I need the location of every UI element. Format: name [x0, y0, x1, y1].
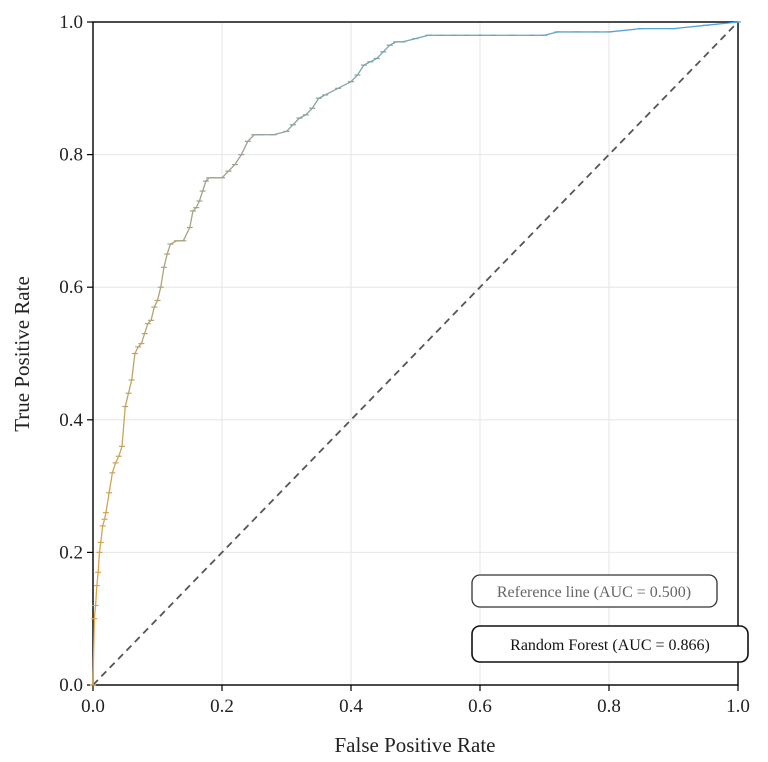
roc-curve-segment [350, 74, 358, 83]
roc-curve-segment [202, 180, 207, 192]
roc-curve-segment [673, 24, 706, 30]
y-tick-label: 0.8 [59, 145, 83, 166]
roc-curve-segment [98, 542, 102, 553]
reference-line-layer [92, 21, 739, 686]
roc-curve-segment [103, 512, 107, 520]
roc-curve-segment [143, 323, 149, 334]
roc-points-layer [90, 21, 741, 686]
roc-curve-segment [189, 210, 194, 228]
roc-curve-segment [286, 124, 294, 132]
roc-curve-segment [163, 253, 168, 268]
roc-curve-segment [311, 97, 320, 109]
legend-random-forest: Random Forest (AUC = 0.866) [471, 625, 749, 663]
roc-curve-segment [92, 618, 95, 686]
roc-curve-segment [140, 333, 146, 344]
roc-curve-segment [114, 455, 120, 464]
legend-random-forest-box [471, 625, 749, 663]
roc-curve-segment [121, 406, 126, 447]
roc-curve-segment [376, 51, 384, 59]
roc-curve-segment [150, 306, 155, 321]
roc-curve-segment [111, 462, 117, 474]
roc-curve-segment [96, 572, 99, 586]
roc-curve-segment [324, 87, 339, 96]
y-axis-label: True Positive Rate [10, 276, 34, 432]
y-tick-label: 0.6 [59, 277, 83, 298]
y-tick-label: 0.2 [59, 542, 83, 563]
roc-curve-segment [108, 472, 113, 493]
roc-curve-segment [608, 27, 642, 33]
roc-curve-segment [105, 492, 110, 513]
roc-curve-segment [166, 243, 172, 255]
roc-curve-segment [131, 353, 136, 381]
roc-curve-segment [234, 154, 242, 165]
roc-curve-segment [100, 525, 104, 543]
roc-curve-segment [160, 267, 165, 288]
roc-curve-segment [94, 585, 98, 606]
legend-reference: Reference line (AUC = 0.500) [471, 574, 718, 608]
roc-curve-segment [182, 227, 191, 242]
roc-curve-segment [292, 117, 300, 126]
roc-curve-segment [102, 519, 106, 527]
roc-curve-segment [221, 170, 229, 179]
roc-curve-segment [305, 107, 313, 116]
x-axis-label: False Positive Rate [335, 733, 496, 757]
legend-random-forest-label: Random Forest (AUC = 0.866) [510, 637, 710, 654]
roc-curve-segment [240, 141, 249, 155]
y-tick-label: 0.4 [59, 410, 83, 431]
roc-curve-segment [93, 605, 97, 619]
roc-curve-segment [97, 552, 101, 573]
roc-curve-segment [356, 64, 365, 76]
x-tick-label: 0.8 [597, 696, 621, 717]
x-tick-label: 0.2 [210, 696, 234, 717]
roc-curve-segment [127, 379, 133, 394]
x-tick-label: 0.0 [81, 696, 105, 717]
roc-curve-segment [705, 21, 739, 26]
y-tick-label: 1.0 [59, 12, 83, 33]
x-tick-label: 0.4 [339, 696, 363, 717]
roc-curve-segment [227, 164, 236, 172]
roc-curve-segment [156, 287, 162, 301]
roc-curve-segment [118, 446, 123, 457]
roc-curve-segment [195, 200, 201, 208]
roc-curve-segment [337, 81, 352, 89]
roc-curve-segment [198, 190, 204, 202]
x-tick-label: 1.0 [726, 696, 750, 717]
legend-reference-label: Reference line (AUC = 0.500) [497, 584, 691, 601]
roc-curve-segment [382, 44, 391, 53]
roc-curve-segment [124, 393, 130, 407]
roc-curve-segment [134, 346, 139, 354]
roc-curve-segment [247, 134, 255, 142]
axis-ticks: 0.0 0.2 0.4 0.6 0.8 1.0 0.0 0.2 0.4 0.6 0.8 1.0 [59, 12, 750, 717]
reference-line [92, 21, 739, 686]
x-tick-label: 0.6 [468, 696, 492, 717]
legend-reference-box [471, 574, 718, 608]
y-tick-label: 0.0 [59, 675, 83, 696]
roc-curve-segment [153, 300, 159, 308]
plot-frame [92, 21, 739, 686]
